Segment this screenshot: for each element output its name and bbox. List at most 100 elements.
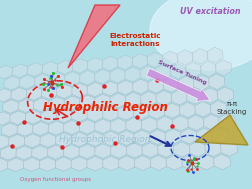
- Polygon shape: [194, 75, 210, 90]
- Polygon shape: [110, 68, 125, 83]
- Polygon shape: [140, 66, 156, 81]
- Polygon shape: [141, 117, 158, 132]
- Polygon shape: [87, 156, 103, 171]
- Polygon shape: [56, 109, 72, 123]
- Polygon shape: [181, 129, 197, 144]
- Polygon shape: [0, 146, 17, 160]
- Polygon shape: [39, 157, 56, 171]
- Polygon shape: [4, 76, 20, 90]
- Polygon shape: [10, 111, 26, 125]
- Polygon shape: [125, 67, 141, 82]
- Polygon shape: [142, 143, 159, 158]
- Polygon shape: [12, 64, 28, 78]
- Text: π-π
Stacking: π-π Stacking: [217, 101, 247, 115]
- Polygon shape: [49, 97, 65, 111]
- Polygon shape: [177, 50, 193, 65]
- Polygon shape: [185, 62, 201, 78]
- Polygon shape: [95, 144, 111, 158]
- Polygon shape: [79, 95, 95, 109]
- Polygon shape: [80, 70, 95, 85]
- Polygon shape: [68, 5, 120, 68]
- Polygon shape: [210, 101, 227, 116]
- Polygon shape: [19, 75, 35, 89]
- Polygon shape: [71, 157, 87, 171]
- Polygon shape: [149, 104, 165, 119]
- Polygon shape: [64, 96, 80, 110]
- Polygon shape: [3, 100, 19, 113]
- Polygon shape: [103, 106, 119, 121]
- Polygon shape: [179, 102, 196, 118]
- Text: UV excitation: UV excitation: [180, 8, 240, 16]
- Polygon shape: [95, 69, 110, 84]
- Polygon shape: [203, 115, 220, 130]
- Polygon shape: [25, 110, 42, 124]
- Polygon shape: [186, 89, 203, 104]
- Polygon shape: [132, 54, 148, 68]
- Polygon shape: [87, 107, 103, 121]
- Polygon shape: [119, 156, 135, 171]
- Polygon shape: [149, 130, 166, 145]
- Polygon shape: [87, 82, 103, 97]
- Polygon shape: [141, 91, 157, 106]
- Polygon shape: [27, 63, 43, 77]
- Polygon shape: [125, 92, 141, 107]
- Polygon shape: [134, 130, 150, 145]
- Polygon shape: [170, 64, 186, 79]
- Polygon shape: [157, 116, 173, 131]
- FancyArrow shape: [146, 68, 210, 101]
- Polygon shape: [155, 65, 171, 80]
- Polygon shape: [147, 52, 163, 67]
- Polygon shape: [209, 74, 225, 90]
- Polygon shape: [165, 129, 182, 144]
- Polygon shape: [79, 144, 96, 159]
- Text: Oxygen functional groups: Oxygen functional groups: [19, 177, 90, 183]
- Polygon shape: [18, 99, 34, 112]
- Polygon shape: [33, 98, 49, 112]
- Polygon shape: [34, 74, 50, 88]
- Polygon shape: [40, 133, 56, 147]
- Polygon shape: [49, 73, 65, 87]
- Polygon shape: [32, 146, 48, 160]
- Polygon shape: [178, 76, 195, 91]
- Polygon shape: [163, 77, 179, 92]
- Polygon shape: [133, 105, 149, 119]
- Polygon shape: [156, 91, 172, 106]
- Polygon shape: [48, 121, 64, 135]
- Polygon shape: [148, 78, 164, 93]
- Polygon shape: [217, 87, 234, 102]
- Polygon shape: [0, 88, 12, 102]
- Polygon shape: [0, 135, 10, 149]
- Polygon shape: [16, 146, 33, 160]
- Polygon shape: [0, 65, 13, 79]
- Polygon shape: [188, 115, 204, 130]
- Polygon shape: [103, 156, 119, 171]
- Polygon shape: [64, 120, 80, 135]
- Polygon shape: [102, 56, 118, 71]
- Polygon shape: [212, 128, 229, 143]
- Polygon shape: [24, 134, 41, 148]
- Polygon shape: [192, 49, 208, 64]
- Polygon shape: [164, 103, 180, 118]
- Polygon shape: [95, 94, 111, 109]
- Polygon shape: [26, 86, 42, 100]
- Polygon shape: [87, 57, 103, 72]
- Polygon shape: [102, 81, 118, 96]
- Polygon shape: [63, 145, 80, 159]
- Polygon shape: [134, 156, 151, 170]
- Polygon shape: [79, 120, 96, 134]
- Polygon shape: [103, 131, 119, 146]
- Polygon shape: [215, 60, 232, 76]
- Polygon shape: [118, 105, 134, 120]
- Polygon shape: [72, 59, 88, 73]
- Polygon shape: [47, 145, 64, 159]
- Polygon shape: [72, 108, 88, 122]
- Polygon shape: [42, 61, 58, 75]
- Polygon shape: [33, 122, 49, 136]
- Polygon shape: [57, 60, 73, 74]
- Polygon shape: [65, 72, 80, 86]
- Polygon shape: [110, 93, 126, 108]
- Polygon shape: [200, 61, 216, 77]
- Polygon shape: [111, 143, 127, 158]
- Text: Hydrophilic Region: Hydrophilic Region: [43, 101, 167, 115]
- Polygon shape: [219, 114, 236, 129]
